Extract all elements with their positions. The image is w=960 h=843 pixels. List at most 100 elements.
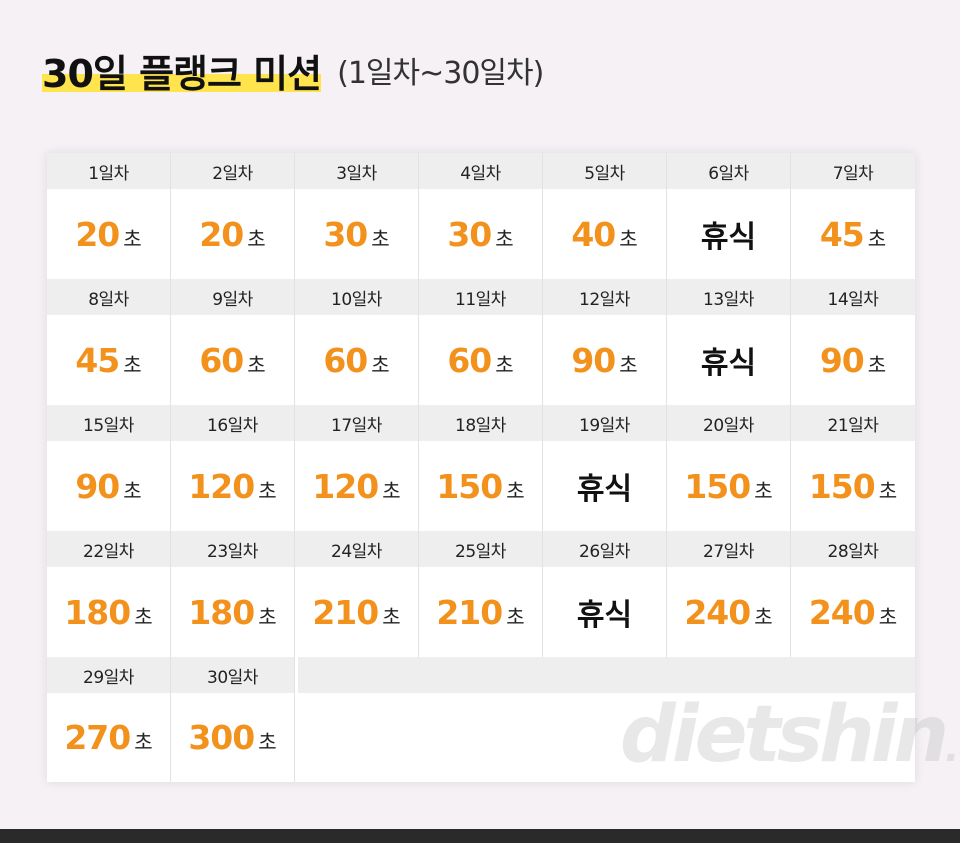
day-label: 9일차	[171, 279, 294, 315]
page-subtitle: (1일차~30일차)	[337, 56, 544, 91]
day-value: 20 초	[47, 189, 170, 279]
seconds-unit: 초	[382, 478, 401, 503]
day-cell: 4일차 30 초	[419, 153, 543, 279]
seconds-value: 150	[808, 466, 876, 506]
seconds-unit: 초	[619, 226, 638, 251]
day-value: 40 초	[543, 189, 666, 279]
seconds-value: 90	[571, 340, 616, 380]
day-label: 25일차	[419, 531, 542, 567]
seconds-unit: 초	[371, 226, 390, 251]
day-cell: 1일차 20 초	[47, 153, 171, 279]
day-value: 90 초	[543, 315, 666, 405]
day-value: 150 초	[419, 441, 542, 531]
day-value: 270 초	[47, 693, 170, 782]
day-cell: 3일차 30 초	[295, 153, 419, 279]
day-label: 1일차	[47, 153, 170, 189]
seconds-value: 20	[199, 214, 244, 254]
seconds-unit: 초	[247, 226, 266, 251]
page-header: 30일 플랭크 미션 (1일차~30일차)	[42, 52, 544, 96]
seconds-value: 90	[819, 340, 865, 380]
seconds-value: 150	[684, 466, 751, 506]
seconds-value: 240	[684, 592, 751, 632]
day-value: 20 초	[171, 189, 294, 279]
seconds-unit: 초	[506, 478, 525, 503]
bottom-bar	[0, 829, 960, 843]
seconds-unit: 초	[258, 478, 277, 503]
day-label: 24일차	[295, 531, 418, 567]
seconds-value: 60	[447, 340, 492, 380]
day-value: 휴식	[543, 567, 666, 657]
day-label: 23일차	[171, 531, 294, 567]
day-value: 300 초	[171, 693, 294, 782]
day-cell: 22일차 180 초	[47, 531, 171, 657]
seconds-unit: 초	[878, 478, 898, 503]
seconds-value: 20	[75, 214, 120, 254]
day-cell: 11일차 60 초	[419, 279, 543, 405]
day-value: 210 초	[419, 567, 542, 657]
day-value: 120 초	[171, 441, 294, 531]
seconds-unit: 초	[382, 604, 401, 629]
seconds-unit: 초	[258, 730, 277, 754]
day-label: 29일차	[47, 657, 170, 693]
seconds-unit: 초	[371, 352, 390, 377]
day-label: 28일차	[791, 531, 915, 567]
seconds-value: 300	[188, 718, 255, 757]
seconds-value: 45	[819, 214, 865, 254]
seconds-unit: 초	[619, 352, 638, 377]
day-label: 15일차	[47, 405, 170, 441]
day-label: 11일차	[419, 279, 542, 315]
day-cell: 18일차 150 초	[419, 405, 543, 531]
day-label: 14일차	[791, 279, 915, 315]
day-value: 240 초	[667, 567, 790, 657]
day-cell: 14일차 90 초	[791, 279, 915, 405]
day-cell: 21일차 150 초	[791, 405, 915, 531]
page-title: 30일 플랭크 미션	[42, 52, 322, 96]
seconds-unit: 초	[754, 478, 773, 503]
day-value: 45 초	[47, 315, 170, 405]
seconds-unit: 초	[123, 478, 142, 503]
day-value: 휴식	[667, 189, 790, 279]
day-label: 3일차	[295, 153, 418, 189]
day-label: 6일차	[667, 153, 790, 189]
day-value: 240 초	[791, 567, 915, 657]
seconds-unit: 초	[495, 352, 514, 377]
seconds-unit: 초	[867, 226, 887, 251]
day-cell: 17일차 120 초	[295, 405, 419, 531]
day-cell: 26일차 휴식	[543, 531, 667, 657]
day-cell: 19일차 휴식	[543, 405, 667, 531]
day-cell: 20일차 150 초	[667, 405, 791, 531]
seconds-unit: 초	[134, 730, 153, 754]
seconds-unit: 초	[123, 226, 142, 251]
day-label: 7일차	[791, 153, 915, 189]
day-label: 17일차	[295, 405, 418, 441]
day-cell: 30일차 300 초	[171, 657, 295, 782]
seconds-value: 120	[312, 466, 379, 506]
day-label: 19일차	[543, 405, 666, 441]
day-label: 8일차	[47, 279, 170, 315]
seconds-value: 210	[312, 592, 379, 632]
day-value: 60 초	[295, 315, 418, 405]
seconds-value: 150	[436, 466, 503, 506]
day-label: 13일차	[667, 279, 790, 315]
day-cell: 28일차 240 초	[791, 531, 915, 657]
day-value: 휴식	[667, 315, 790, 405]
day-cell: 25일차 210 초	[419, 531, 543, 657]
day-value: 150 초	[791, 441, 915, 531]
seconds-unit: 초	[506, 604, 525, 629]
day-value: 180 초	[171, 567, 294, 657]
day-label: 2일차	[171, 153, 294, 189]
seconds-value: 45	[75, 340, 120, 380]
day-label: 18일차	[419, 405, 542, 441]
day-label: 21일차	[791, 405, 915, 441]
day-cell: 15일차 90 초	[47, 405, 171, 531]
seconds-unit: 초	[123, 352, 142, 377]
day-cell: 23일차 180 초	[171, 531, 295, 657]
seconds-value: 30	[323, 214, 368, 254]
seconds-value: 180	[188, 592, 255, 632]
day-value: 30 초	[419, 189, 542, 279]
day-label: 27일차	[667, 531, 790, 567]
day-value: 휴식	[543, 441, 666, 531]
day-cell: 12일차 90 초	[543, 279, 667, 405]
day-label: 26일차	[543, 531, 666, 567]
day-value: 150 초	[667, 441, 790, 531]
